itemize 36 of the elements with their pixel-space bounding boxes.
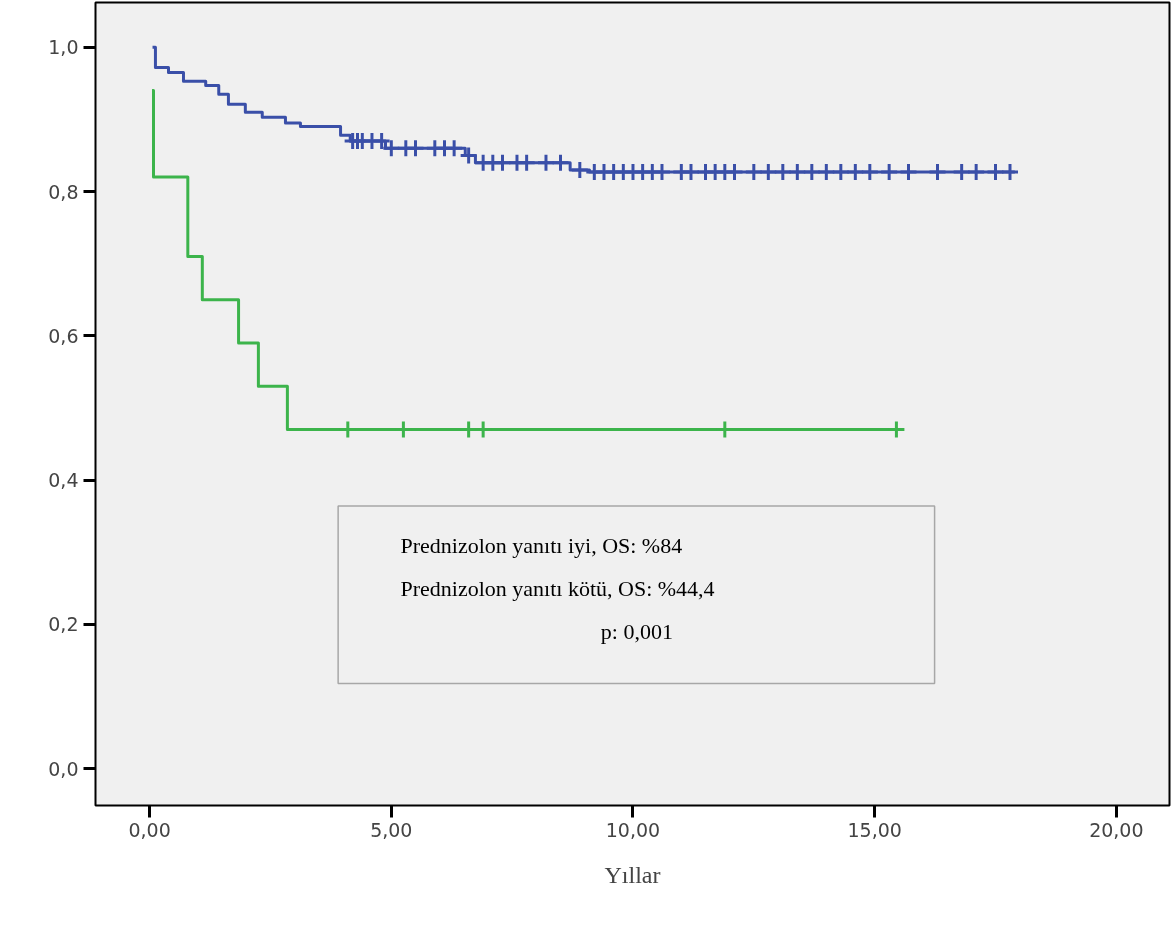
point xyxy=(879,162,899,182)
point xyxy=(570,160,590,180)
x-tick-label: 15,00 xyxy=(847,818,902,841)
y-tick-label: 1,0 xyxy=(48,36,79,59)
point xyxy=(405,138,425,158)
point xyxy=(459,145,479,165)
x-tick-label: 5,00 xyxy=(370,818,413,841)
point xyxy=(966,162,986,182)
point xyxy=(444,138,464,158)
point xyxy=(860,162,880,182)
annotation: Prednizolon yanıtı kötü, OS: %44,4 xyxy=(400,575,715,601)
y-tick-label: 0,0 xyxy=(48,757,79,780)
point xyxy=(372,131,392,151)
point xyxy=(758,162,778,182)
y-tick-label: 0,6 xyxy=(48,324,79,347)
point xyxy=(898,162,918,182)
point xyxy=(381,138,401,158)
x-tick-label: 20,00 xyxy=(1089,818,1144,841)
y-tick-label: 0,4 xyxy=(48,469,79,492)
point xyxy=(816,162,836,182)
x-tick-label: 10,00 xyxy=(605,818,661,841)
point xyxy=(517,153,537,173)
point xyxy=(724,162,744,182)
x-tick-label: 0,00 xyxy=(128,818,171,841)
point xyxy=(985,162,1005,182)
annotation: p: 0,001 xyxy=(600,619,673,645)
point xyxy=(550,153,570,173)
y-tick-label: 0,8 xyxy=(48,180,79,203)
point xyxy=(787,162,807,182)
x-axis-title: Yıllar xyxy=(604,861,661,888)
point xyxy=(652,162,672,182)
annotation: Prednizolon yanıtı iyi, OS: %84 xyxy=(400,532,683,558)
point xyxy=(492,153,512,173)
point xyxy=(845,162,865,182)
y-tick-label: 0,2 xyxy=(48,613,79,636)
point xyxy=(927,162,947,182)
